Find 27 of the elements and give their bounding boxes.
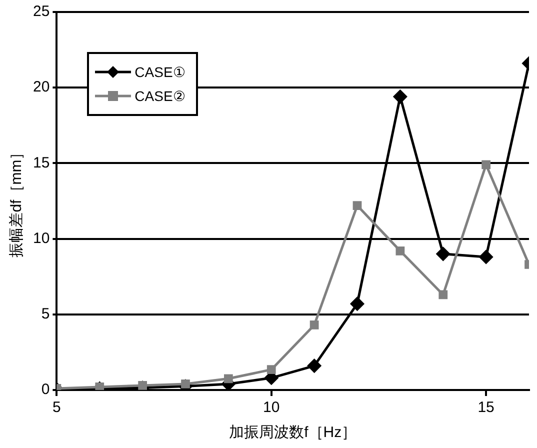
- x-tick-label: 10: [263, 399, 280, 416]
- y-tick-label: 5: [41, 306, 50, 323]
- x-tick-label: 15: [478, 399, 494, 416]
- legend-label: CASE②: [134, 88, 186, 104]
- point: [350, 297, 364, 311]
- point: [393, 90, 407, 104]
- point: [95, 382, 104, 390]
- y-tick-label: 20: [32, 78, 50, 96]
- y-tick-label: 10: [32, 230, 50, 247]
- point: [479, 250, 493, 264]
- point: [266, 365, 276, 374]
- x-axis-title: 加振周波数f［Hz］: [229, 424, 357, 442]
- point: [482, 160, 490, 170]
- point: [310, 320, 319, 330]
- y-tick-label: 15: [32, 154, 50, 172]
- point: [396, 246, 405, 256]
- y-tick-label: 0: [41, 381, 50, 398]
- x-tick-label: 5: [52, 399, 61, 416]
- point: [308, 359, 322, 373]
- point: [352, 201, 362, 210]
- point: [138, 381, 147, 390]
- y-axis-title: 振幅差df［mm］: [8, 144, 26, 258]
- y-tick-label: 25: [32, 3, 50, 20]
- legend-label: CASE①: [134, 64, 186, 80]
- point: [438, 290, 448, 300]
- point: [224, 374, 233, 384]
- point: [436, 247, 450, 261]
